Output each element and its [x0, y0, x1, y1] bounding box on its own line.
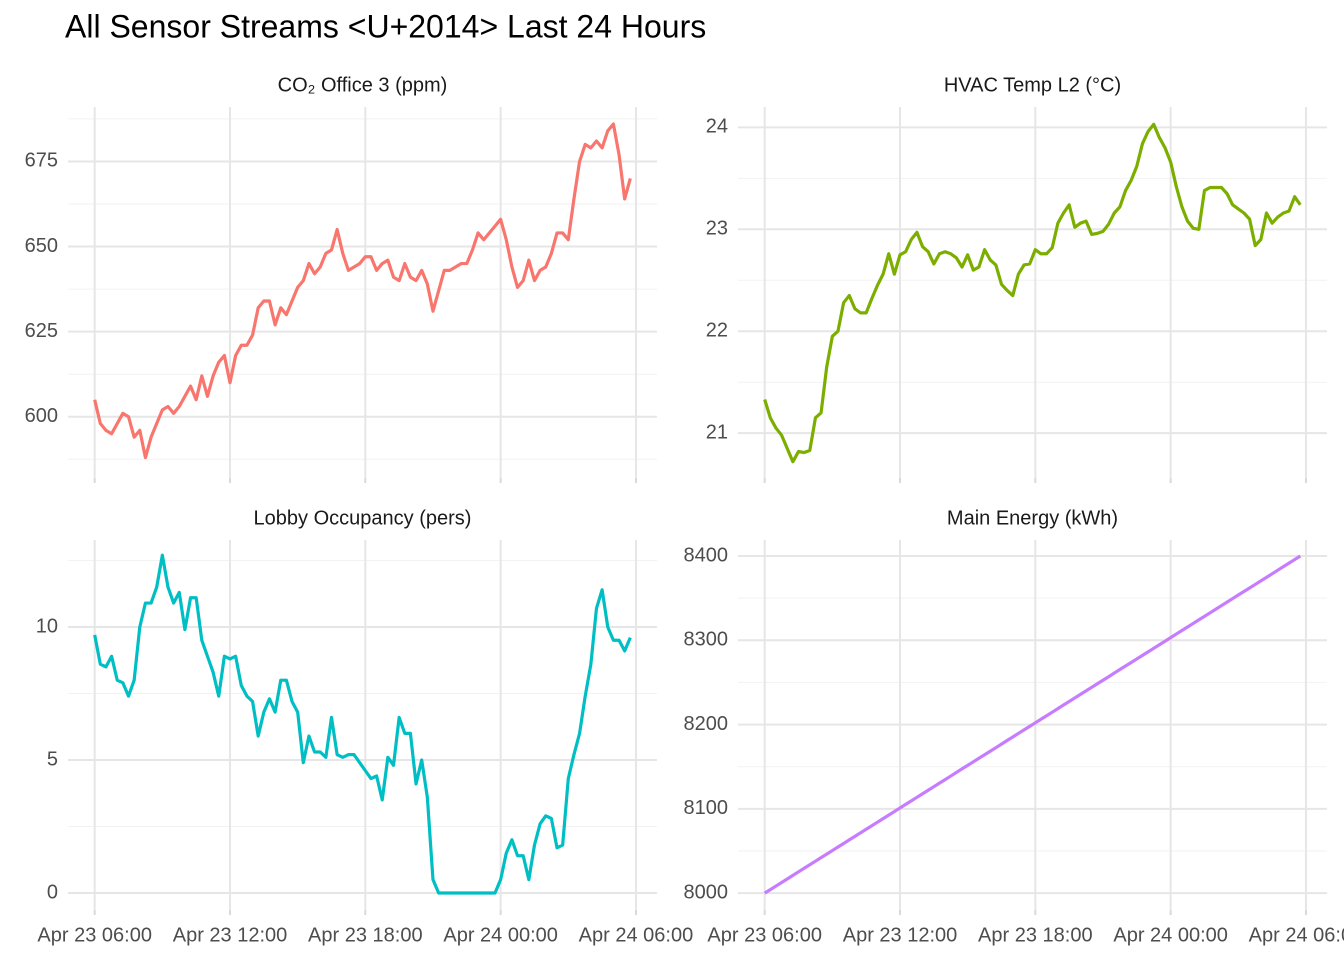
y-tick-label: 8400	[684, 544, 729, 566]
x-tick-label: Apr 23 12:00	[173, 924, 288, 946]
y-tick-label: 650	[25, 235, 58, 257]
x-tick-label: Apr 24 06:00	[1249, 924, 1344, 946]
y-tick-label: 625	[25, 320, 58, 342]
x-tick-label: Apr 24 00:00	[443, 924, 558, 946]
y-tick-label: 0	[47, 881, 58, 903]
x-tick-label: Apr 23 06:00	[37, 924, 152, 946]
x-tick-label: Apr 24 06:00	[579, 924, 694, 946]
x-tick-label: Apr 23 12:00	[843, 924, 958, 946]
y-tick-label: 23	[706, 218, 728, 240]
y-tick-label: 600	[25, 405, 58, 427]
panel-title: Lobby Occupancy (pers)	[254, 507, 472, 529]
y-tick-label: 8000	[684, 881, 729, 903]
y-tick-label: 8100	[684, 797, 729, 819]
x-tick-label: Apr 23 06:00	[707, 924, 822, 946]
data-line	[93, 553, 632, 895]
data-line	[763, 122, 1302, 464]
x-tick-label: Apr 24 00:00	[1113, 924, 1228, 946]
y-tick-label: 21	[706, 421, 728, 443]
y-tick-label: 675	[25, 150, 58, 172]
x-tick-label: Apr 23 18:00	[308, 924, 423, 946]
panel-title: CO₂ Office 3 (ppm)	[278, 74, 448, 96]
data-line	[93, 122, 632, 460]
y-tick-label: 22	[706, 320, 728, 342]
x-tick-label: Apr 23 18:00	[978, 924, 1093, 946]
y-tick-label: 5	[47, 748, 58, 770]
y-tick-label: 10	[36, 615, 58, 637]
y-tick-label: 8300	[684, 629, 729, 651]
panel-title: HVAC Temp L2 (°C)	[944, 74, 1121, 96]
y-tick-label: 24	[706, 116, 728, 138]
chart-title: All Sensor Streams <U+2014> Last 24 Hour…	[65, 8, 706, 44]
data-line	[763, 554, 1302, 895]
panel-title: Main Energy (kWh)	[947, 507, 1118, 529]
y-tick-label: 8200	[684, 713, 729, 735]
